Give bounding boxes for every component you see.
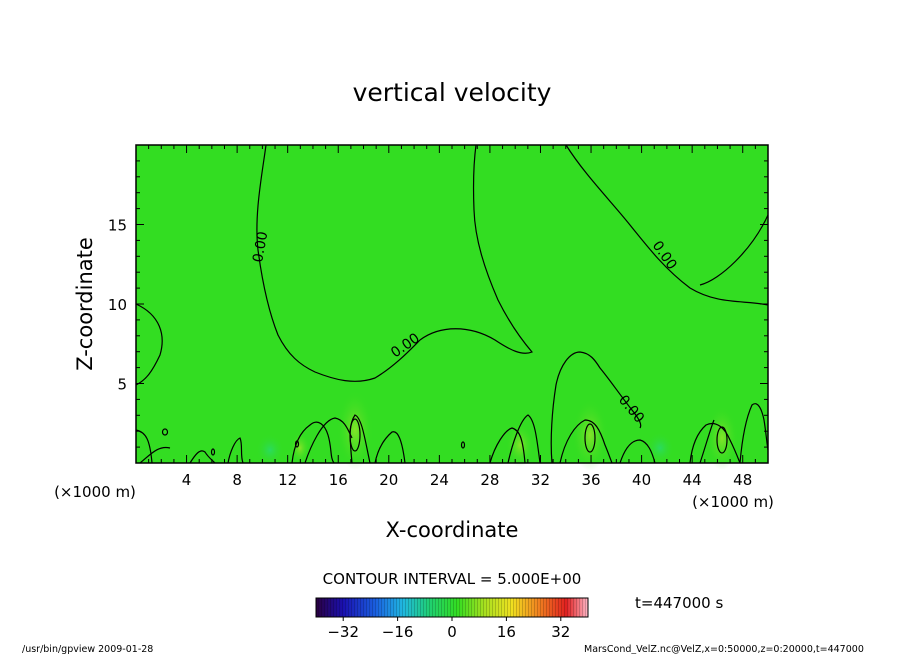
chart-title: vertical velocity bbox=[353, 78, 552, 107]
contour-field bbox=[136, 145, 768, 463]
x-tick-label: 28 bbox=[480, 471, 499, 489]
colorbar-tick-label: 16 bbox=[497, 623, 516, 641]
x-tick-label: 40 bbox=[632, 471, 651, 489]
warm-cell bbox=[337, 390, 373, 470]
y-axis-label: Z-coordinate bbox=[73, 237, 97, 371]
contour-line bbox=[489, 427, 526, 464]
x-tick-label: 20 bbox=[379, 471, 398, 489]
x-tick-label: 36 bbox=[581, 471, 600, 489]
contour-line bbox=[550, 351, 642, 464]
contour-ring bbox=[460, 441, 466, 449]
contour-interval-label: CONTOUR INTERVAL = 5.000E+00 bbox=[323, 570, 582, 588]
x-tick-label: 32 bbox=[531, 471, 550, 489]
colorbar-tick-label: −16 bbox=[382, 623, 414, 641]
contour-line bbox=[227, 437, 244, 464]
plot-area: 0.00 0.00 0.00 0.00 bbox=[135, 144, 769, 471]
x-tick-label: 48 bbox=[733, 471, 752, 489]
colorbar-tick-label: 0 bbox=[447, 623, 457, 641]
cool-cell bbox=[646, 432, 674, 464]
contour-ring bbox=[294, 440, 300, 448]
x-axis: 4 8 12 16 20 24 28 32 36 40 44 48 bbox=[148, 145, 756, 489]
contour-ring bbox=[716, 426, 728, 454]
contour-ring bbox=[349, 418, 361, 452]
y-tick-label: 15 bbox=[108, 217, 127, 235]
warm-cell bbox=[706, 406, 738, 470]
contour-line bbox=[565, 144, 769, 306]
x-tick-label: 4 bbox=[182, 471, 192, 489]
contour-ring bbox=[161, 428, 169, 436]
y-tick-label: 5 bbox=[117, 376, 127, 394]
contour-line bbox=[374, 431, 406, 464]
contour-ring bbox=[210, 448, 216, 456]
contour-ring bbox=[584, 423, 596, 453]
y-tick-label: 10 bbox=[108, 296, 127, 314]
colorbar-tick-label: 32 bbox=[551, 623, 570, 641]
footer-left: /usr/bin/gpview 2009-01-28 bbox=[22, 644, 153, 654]
x-tick-label: 12 bbox=[278, 471, 297, 489]
time-label: t=447000 s bbox=[635, 594, 723, 612]
x-tick-label: 24 bbox=[430, 471, 449, 489]
x-unit-left: (×1000 m) bbox=[54, 483, 136, 501]
x-tick-label: 44 bbox=[683, 471, 702, 489]
colorbar-tick-label: −32 bbox=[327, 623, 359, 641]
cool-cell bbox=[256, 434, 284, 466]
contour-label: 0.00 bbox=[250, 230, 271, 263]
contour-line bbox=[699, 419, 715, 464]
x-tick-label: 8 bbox=[232, 471, 242, 489]
contour-line bbox=[507, 414, 541, 464]
contour-line bbox=[256, 144, 534, 382]
footer-right: MarsCond_VelZ.nc@VelZ,x=0:50000,z=0:2000… bbox=[584, 644, 864, 654]
x-tick-label: 16 bbox=[329, 471, 348, 489]
colorbar-bands bbox=[316, 598, 588, 617]
contour-line bbox=[689, 422, 741, 464]
x-axis-label: X-coordinate bbox=[386, 518, 519, 542]
warm-cell bbox=[572, 399, 608, 471]
warm-cell bbox=[290, 432, 310, 464]
warm-cell bbox=[506, 423, 534, 467]
y-axis: 5 10 15 bbox=[108, 160, 768, 448]
contour-line bbox=[559, 419, 613, 464]
x-unit-right: (×1000 m) bbox=[692, 493, 774, 511]
contour-line bbox=[699, 214, 769, 286]
contour-lines bbox=[135, 144, 769, 464]
contour-line bbox=[619, 439, 656, 464]
contour-line bbox=[739, 403, 769, 464]
contour-line bbox=[291, 421, 335, 464]
contour-line bbox=[304, 417, 353, 464]
colorbar-ticks: −32 −16 0 16 32 bbox=[327, 617, 570, 641]
contour-line bbox=[135, 303, 163, 386]
